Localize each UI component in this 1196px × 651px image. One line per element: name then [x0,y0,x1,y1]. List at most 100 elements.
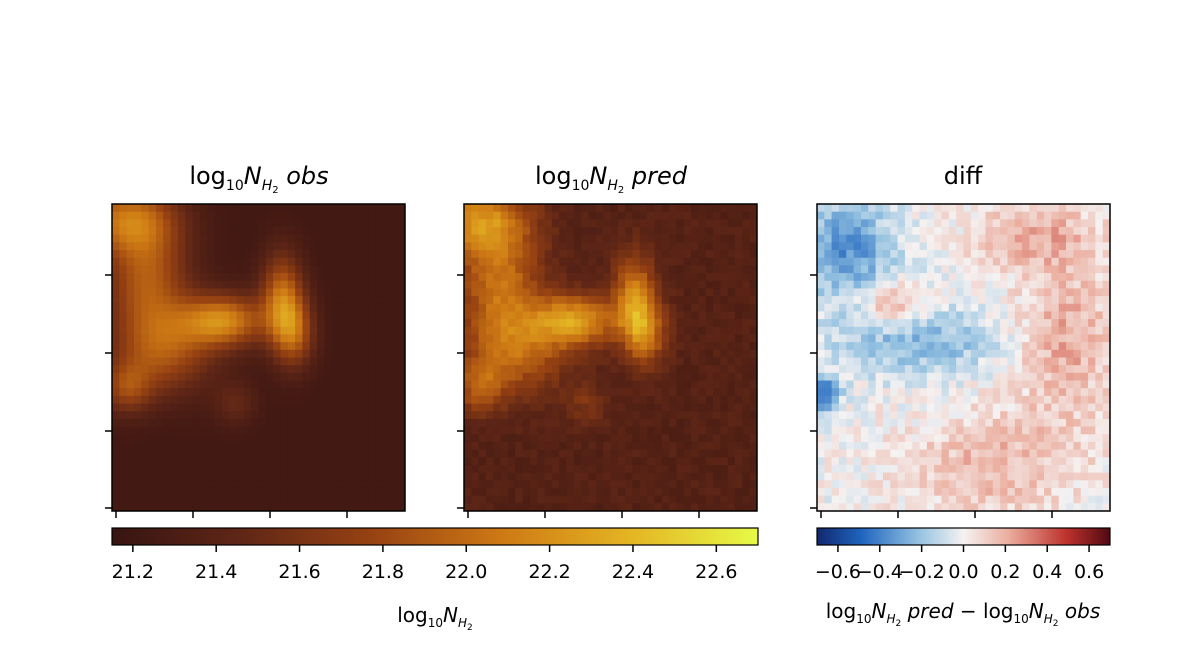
heatmap-cell [985,227,994,236]
heatmap-cell [251,418,259,427]
heatmap-cell [824,395,833,404]
heatmap-cell [287,395,296,404]
heatmap-cell [817,434,825,443]
heatmap-cell [500,288,509,297]
heatmap-cell [904,426,913,435]
heatmap-cell [221,441,230,450]
heatmap-cell [207,418,215,427]
heatmap-cell [559,426,567,435]
heatmap-cell [985,487,994,497]
heatmap-cell [207,349,215,358]
heatmap-cell [346,388,355,397]
heatmap-cell [331,242,340,251]
heatmap-cell [375,303,384,312]
heatmap-cell [214,495,223,504]
heatmap-cell [573,280,582,289]
heatmap-cell [1088,449,1096,458]
heatmap-cell [295,227,303,236]
heatmap-cell [192,480,201,489]
heatmap-cell [912,418,920,427]
heatmap-cell [317,288,325,297]
heatmap-cell [617,296,626,305]
heatmap-cell [126,342,135,351]
heatmap-cell [669,204,677,213]
heatmap-cell [493,219,502,228]
heatmap-cell [221,265,230,274]
heatmap-cell [669,257,677,266]
heatmap-cell [639,211,648,220]
heatmap-cell [926,441,935,450]
heatmap-cell [1036,311,1045,320]
heatmap-cell [603,365,611,374]
heatmap-cell [566,441,575,450]
heatmap-cell [603,411,611,420]
heatmap-cell [133,319,142,328]
heatmap-cell [280,250,289,259]
heatmap-cell [897,257,906,266]
heatmap-cell [934,418,942,427]
heatmap-cell [956,219,964,228]
heatmap-cell [1000,204,1008,213]
heatmap-cell [1095,349,1104,358]
heatmap-cell [258,365,267,374]
heatmap-cell [529,349,538,358]
heatmap-cell [595,480,604,489]
heatmap-cell [148,273,157,282]
heatmap-cell [824,257,833,266]
heatmap-cell [192,280,201,289]
heatmap-cell [705,380,714,389]
heatmap-cell [331,334,340,343]
heatmap-cell [647,219,655,228]
heatmap-cell [742,457,751,466]
heatmap-cell [838,434,847,443]
heatmap-cell [934,257,942,266]
heatmap-cell [529,441,538,450]
heatmap-cell [661,250,670,259]
heatmap-cell [1066,434,1074,443]
heatmap-cell [1051,357,1060,366]
heatmap-cell [824,426,833,435]
heatmap-cell [544,403,553,412]
heatmap-cell [324,472,333,481]
heatmap-cell [493,441,502,450]
heatmap-cell [353,234,362,243]
heatmap-cell [595,487,604,497]
heatmap-cell [683,273,692,282]
heatmap-cell [1058,472,1067,481]
heatmap-cell [985,418,994,427]
heatmap-cell [236,319,245,328]
heatmap-cell [956,250,964,259]
heatmap-cell [390,303,399,312]
heatmap-cell [559,219,567,228]
heatmap-cell [559,457,567,466]
heatmap-cell [478,357,487,366]
heatmap-cell [970,280,979,289]
heatmap-cell [177,219,186,228]
heatmap-cell [713,219,721,228]
heatmap-cell [941,265,950,274]
heatmap-cell [1007,303,1016,312]
heatmap-cell [500,211,509,220]
colorbar-main-label: log10NH2 [397,603,473,633]
heatmap-cell [683,449,692,458]
heatmap-cell [882,311,891,320]
heatmap-cell [361,342,369,351]
heatmap-cell [493,503,502,512]
heatmap-cell [170,495,179,504]
heatmap-cell [934,273,942,282]
heatmap-cell [581,334,589,343]
heatmap-cell [170,288,179,297]
heatmap-cell [1007,411,1016,420]
heatmap-cell [529,403,538,412]
heatmap-cell [251,265,259,274]
heatmap-cell [317,441,325,450]
heatmap-cell [1007,204,1016,213]
heatmap-cell [838,250,847,259]
heatmap-cell [192,403,201,412]
heatmap-cell [544,250,553,259]
heatmap-cell [1051,472,1060,481]
heatmap-cell [588,211,597,220]
heatmap-cell [207,227,215,236]
heatmap-cell [112,395,120,404]
heatmap-cell [705,388,714,397]
